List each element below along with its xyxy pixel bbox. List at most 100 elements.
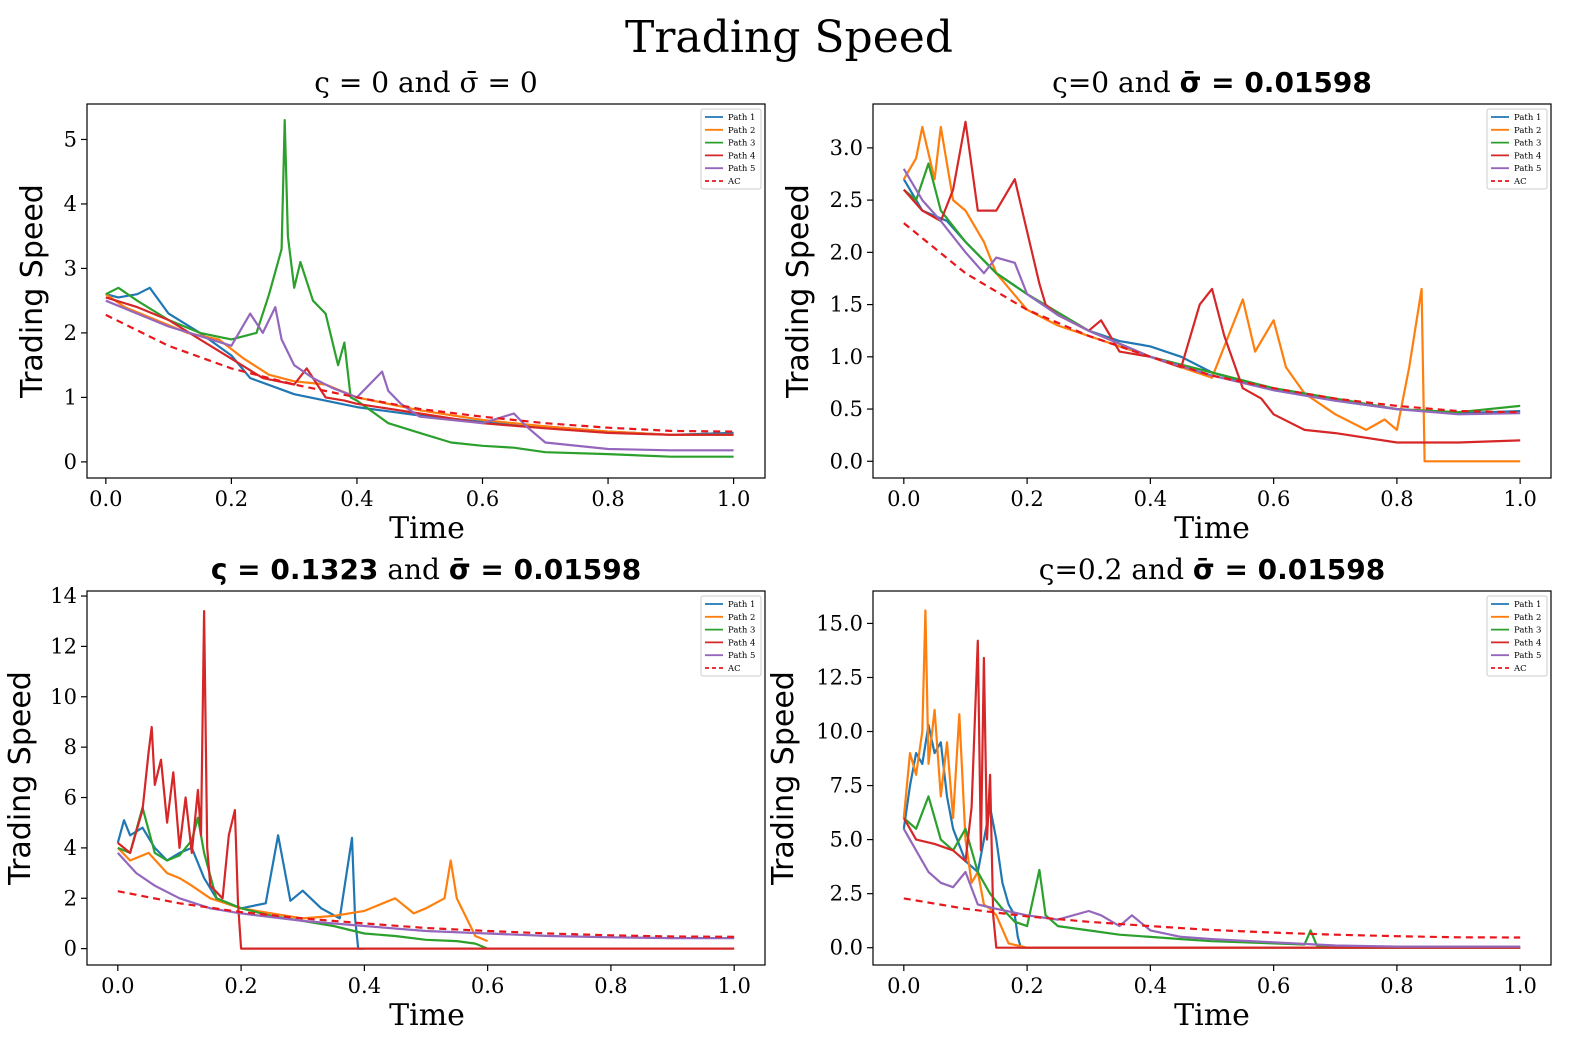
series-line-path-5 [902, 168, 1521, 416]
x-tick-label: 0.6 [1257, 974, 1290, 998]
series-line-path-5 [105, 299, 734, 452]
series-line-path-4 [902, 120, 1521, 444]
legend: Path 1 Path 2 Path 3 Path 4 Path 5 AC [1486, 108, 1548, 190]
y-tick-label: 3.0 [830, 136, 863, 160]
y-tick-label: 0.0 [830, 449, 863, 473]
x-tick-label: 0.8 [594, 974, 627, 998]
x-tick-label: 0.4 [348, 974, 381, 998]
panel-3-title-part-b: σ̄ = 0.01598 [448, 553, 642, 586]
legend-label: Path 5 [728, 651, 755, 661]
legend-label: Path 5 [728, 164, 755, 174]
y-tick-label: 2.5 [830, 882, 863, 906]
y-axis-label: Trading Speed [766, 671, 801, 886]
legend: Path 1 Path 2 Path 3 Path 4 Path 5 AC [1486, 595, 1548, 677]
series-line-ac [105, 313, 734, 433]
series-line-path-4 [902, 639, 1521, 949]
y-tick-label: 1.5 [830, 293, 863, 317]
y-axis-label: Trading Speed [3, 671, 38, 886]
y-tick-label: 0.5 [830, 397, 863, 421]
y-tick-label: 14 [50, 584, 77, 608]
x-tick-label: 1.0 [717, 487, 750, 511]
legend-label: Path 1 [728, 600, 755, 610]
panel-3-title-part-a: ς = 0.1323 [210, 553, 379, 586]
x-tick-label: 0.0 [101, 974, 134, 998]
legend-label: Path 2 [1514, 613, 1541, 623]
x-tick-label: 0.2 [224, 974, 257, 998]
panel-2-title-part-a: ς=0 and [1052, 66, 1180, 99]
series-line-path-4 [117, 609, 735, 950]
y-axis-label: Trading Speed [781, 184, 816, 399]
series-line-path-3 [117, 806, 489, 950]
series-line-ac [903, 222, 1521, 414]
y-axis-label: Trading Speed [15, 184, 50, 399]
chart-panel-4: 0.0 0.2 0.4 0.6 0.8 1.0 0.0 2.5 5.0 7.5 10.0 12.5 15… [766, 590, 1552, 1033]
y-tick-label: 6 [64, 786, 77, 810]
panel-1-title-part-a: ς = 0 and [314, 66, 460, 99]
series-line-path-2 [902, 125, 1521, 463]
legend: Path 1 Path 2 Path 3 Path 4 Path 5 AC [700, 595, 762, 677]
legend-label: Path 2 [728, 126, 755, 136]
y-tick-label: 10 [50, 685, 77, 709]
legend-label: Path 2 [728, 613, 755, 623]
axes-frame [86, 103, 766, 479]
y-tick-label: 12.5 [816, 665, 863, 689]
x-tick-label: 0.6 [1257, 487, 1290, 511]
panel-1-title-part-b: σ̄ = 0 [459, 66, 538, 99]
series-line-path-2 [117, 847, 489, 943]
y-tick-label: 2.0 [830, 240, 863, 264]
legend-label: Path 4 [728, 638, 755, 648]
x-tick-label: 0.0 [887, 487, 920, 511]
legend-label: Path 4 [1514, 638, 1541, 648]
x-tick-label: 0.4 [1134, 974, 1167, 998]
panel-3-title-part-mid: and [378, 553, 449, 586]
y-tick-label: 15.0 [816, 611, 863, 635]
panel-4-title-part-a: ς=0.2 and [1038, 553, 1193, 586]
y-tick-label: 10.0 [816, 720, 863, 744]
panel-4-title-part-b: σ̄ = 0.01598 [1192, 553, 1386, 586]
panel-1-title: ς = 0 and σ̄ = 0 [87, 66, 765, 99]
legend-label: AC [1513, 664, 1527, 674]
legend-label: Path 4 [1514, 151, 1541, 161]
legend-label: Path 3 [728, 626, 755, 636]
legend-label: Path 5 [1514, 164, 1541, 174]
figure-title: Trading Speed [625, 12, 953, 63]
axes-frame [86, 590, 766, 966]
x-tick-label: 0.8 [1380, 974, 1413, 998]
y-tick-label: 2 [64, 321, 77, 345]
y-tick-label: 4 [64, 192, 77, 216]
x-axis-label: Time [389, 998, 465, 1033]
x-tick-label: 1.0 [1503, 487, 1536, 511]
x-tick-label: 1.0 [1503, 974, 1536, 998]
x-tick-label: 0.8 [591, 487, 624, 511]
legend-label: Path 1 [1514, 113, 1541, 123]
x-tick-label: 1.0 [717, 974, 750, 998]
x-axis-label: Time [389, 511, 465, 546]
y-tick-label: 8 [64, 735, 77, 759]
chart-panel-1: 0.0 0.2 0.4 0.6 0.8 1.0 0 1 2 3 4 5 Time Trading Spee… [15, 103, 766, 546]
y-tick-label: 1 [64, 385, 77, 409]
legend-label: AC [1513, 177, 1527, 187]
y-tick-label: 2 [64, 886, 77, 910]
x-tick-label: 0.4 [1134, 487, 1167, 511]
panel-2-title-part-b: σ̄ = 0.01598 [1179, 66, 1372, 99]
y-tick-label: 2.5 [830, 188, 863, 212]
x-tick-label: 0.2 [1010, 487, 1043, 511]
series-line-path-5 [116, 852, 735, 940]
legend-label: Path 3 [1514, 139, 1541, 149]
panel-2-title: ς=0 and σ̄ = 0.01598 [873, 66, 1551, 99]
legend-label: AC [727, 177, 741, 187]
y-tick-label: 0.0 [830, 936, 863, 960]
x-tick-label: 0.6 [471, 974, 504, 998]
y-tick-label: 0 [64, 937, 77, 961]
legend-label: Path 3 [1514, 626, 1541, 636]
series-line-path-3 [105, 118, 734, 458]
chart-panel-3: 0.0 0.2 0.4 0.6 0.8 1.0 0 2 4 6 8 10 12 14 Time Trading… [3, 584, 766, 1033]
y-tick-label: 4 [64, 836, 77, 860]
y-tick-label: 0 [64, 450, 77, 474]
legend-label: Path 2 [1514, 126, 1541, 136]
series-line-path-2 [902, 609, 1521, 949]
legend-label: Path 4 [728, 151, 755, 161]
x-tick-label: 0.6 [466, 487, 499, 511]
x-tick-label: 0.0 [89, 487, 122, 511]
